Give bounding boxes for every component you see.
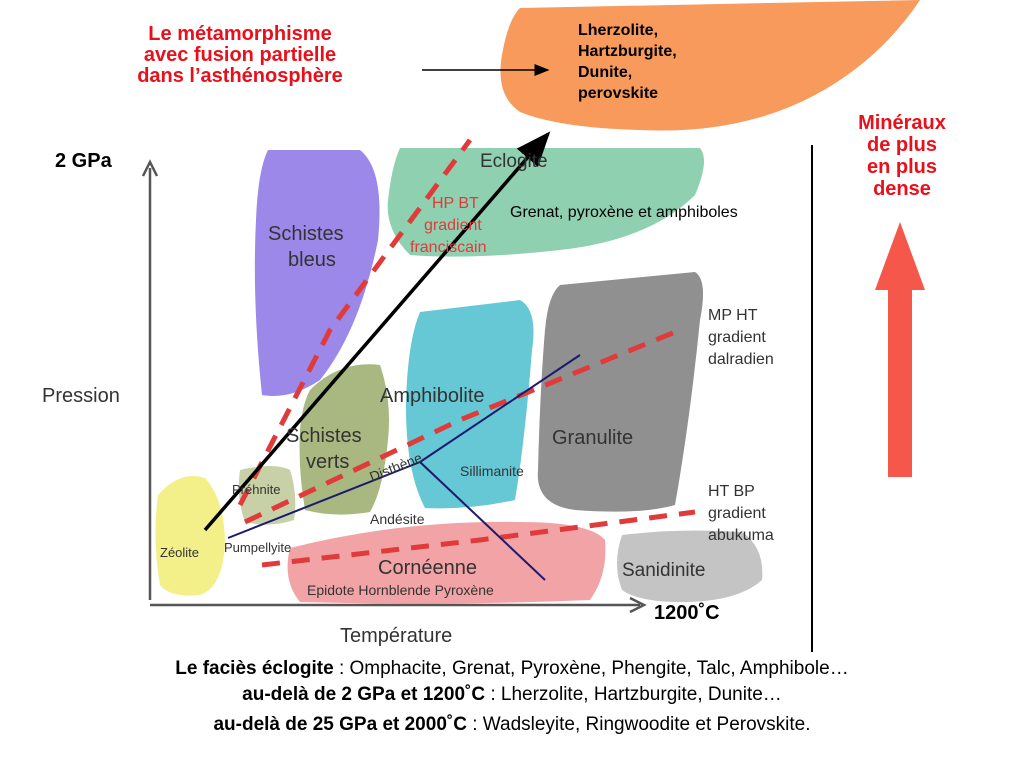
y-axis-label: Pression bbox=[42, 385, 120, 407]
label-schistes-verts-1: Schistes bbox=[286, 425, 362, 447]
orange-blob-text: Lherzolite, Hartzburgite, Dunite, perovs… bbox=[578, 20, 677, 104]
blob-line-3: Dunite, bbox=[578, 64, 633, 81]
diagram-title: Le métamorphisme avec fusion partielle d… bbox=[95, 24, 385, 87]
label-corneenne: Cornéenne bbox=[378, 557, 477, 579]
caption-3-rest: : Wadsleyite, Ringwoodite et Perovskite. bbox=[466, 714, 811, 735]
blob-line-1: Lherzolite, bbox=[578, 22, 659, 39]
label-hpbt-3: franciscain bbox=[410, 239, 486, 256]
label-sanidinite: Sanidinite bbox=[622, 560, 705, 581]
label-mpht-3: dalradien bbox=[708, 351, 774, 368]
label-schistes-verts-2: verts bbox=[306, 451, 349, 473]
disthene-sillimanite-line bbox=[419, 354, 581, 463]
dense-line-2: de plus bbox=[866, 134, 937, 156]
trajectory-arrow bbox=[203, 131, 551, 532]
label-htbp-1: HT BP bbox=[708, 483, 755, 500]
caption-1-rest: : Omphacite, Grenat, Pyroxène, Phengite,… bbox=[333, 658, 849, 679]
temperature-axis-arrow bbox=[629, 596, 647, 614]
gradient-htbp-line bbox=[261, 509, 696, 568]
sanidinite-region bbox=[617, 530, 763, 603]
title-line-3: dans l’asthénosphère bbox=[137, 65, 343, 87]
corneenne-region bbox=[287, 521, 606, 604]
dense-minerals-label: Minéraux de plus en plus dense bbox=[838, 112, 966, 200]
dense-arrow-shaft bbox=[888, 285, 912, 477]
label-sillimanite: Sillimanite bbox=[460, 463, 524, 479]
label-andesite: Andésite bbox=[370, 511, 425, 527]
title-line-1: Le métamorphisme bbox=[148, 23, 332, 45]
caption-line-3: au-delà de 25 GPa et 2000˚C : Wadsleyite… bbox=[0, 714, 1024, 736]
caption-1-bold: Le faciès éclogite bbox=[175, 658, 334, 679]
label-prehnite: Préhnite bbox=[232, 482, 280, 497]
dense-arrow-head bbox=[875, 222, 925, 290]
title-line-2: avec fusion partielle bbox=[143, 44, 337, 66]
label-htbp-2: gradient bbox=[708, 505, 766, 522]
pressure-marker: 2 GPa bbox=[55, 150, 112, 172]
label-mpht-2: gradient bbox=[708, 329, 766, 346]
label-hpbt-1: HP BT bbox=[432, 195, 479, 212]
label-eclogite: Eclogite bbox=[480, 151, 548, 172]
label-schistes-bleus-2: bleus bbox=[288, 249, 336, 271]
amphibolite-region bbox=[405, 300, 534, 509]
sillimanite-andalousite-line bbox=[419, 461, 546, 581]
granulite-region bbox=[537, 272, 704, 512]
temperature-marker: 1200˚C bbox=[654, 602, 720, 624]
prehnite-region bbox=[238, 466, 296, 525]
schistes-verts-region bbox=[299, 364, 389, 515]
label-corneenne-minerals: Epidote Hornblende Pyroxène bbox=[307, 582, 494, 598]
label-granulite: Granulite bbox=[552, 427, 633, 449]
caption-2-rest: : Lherzolite, Hartzburgite, Dunite… bbox=[485, 684, 782, 705]
label-amphibolite: Amphibolite bbox=[380, 385, 485, 407]
label-mpht-1: MP HT bbox=[708, 307, 758, 324]
caption-2-bold: au-delà de 2 GPa et 1200˚C bbox=[242, 684, 486, 705]
label-hpbt-2: gradient bbox=[424, 217, 482, 234]
caption-line-2: au-delà de 2 GPa et 1200˚C : Lherzolite,… bbox=[0, 684, 1024, 706]
gradient-hpbt-line bbox=[237, 138, 473, 507]
label-pumpellyite: Pumpellyite bbox=[224, 540, 291, 555]
caption-line-1: Le faciès éclogite : Omphacite, Grenat, … bbox=[0, 658, 1024, 680]
dense-line-1: Minéraux bbox=[858, 112, 946, 134]
pressure-axis-arrow bbox=[141, 159, 159, 177]
label-zeolite: Zéolite bbox=[160, 545, 199, 560]
disthene-line bbox=[227, 461, 421, 539]
blob-line-4: perovskite bbox=[578, 85, 659, 102]
eclogite-note: Grenat, pyroxène et amphiboles bbox=[510, 204, 738, 221]
x-axis-label: Température bbox=[340, 625, 452, 647]
gradient-mpht-line bbox=[243, 327, 681, 525]
blob-line-2: Hartzburgite, bbox=[578, 43, 677, 60]
dense-line-3: en plus bbox=[866, 156, 937, 178]
label-schistes-bleus-1: Schistes bbox=[268, 223, 344, 245]
zeolite-region bbox=[155, 476, 225, 596]
schistes-bleus-region bbox=[254, 150, 380, 396]
dense-line-4: dense bbox=[873, 178, 931, 200]
label-htbp-3: abukuma bbox=[708, 527, 774, 544]
orange-blob bbox=[500, 0, 920, 131]
caption-3-bold: au-delà de 25 GPa et 2000˚C bbox=[213, 714, 467, 735]
